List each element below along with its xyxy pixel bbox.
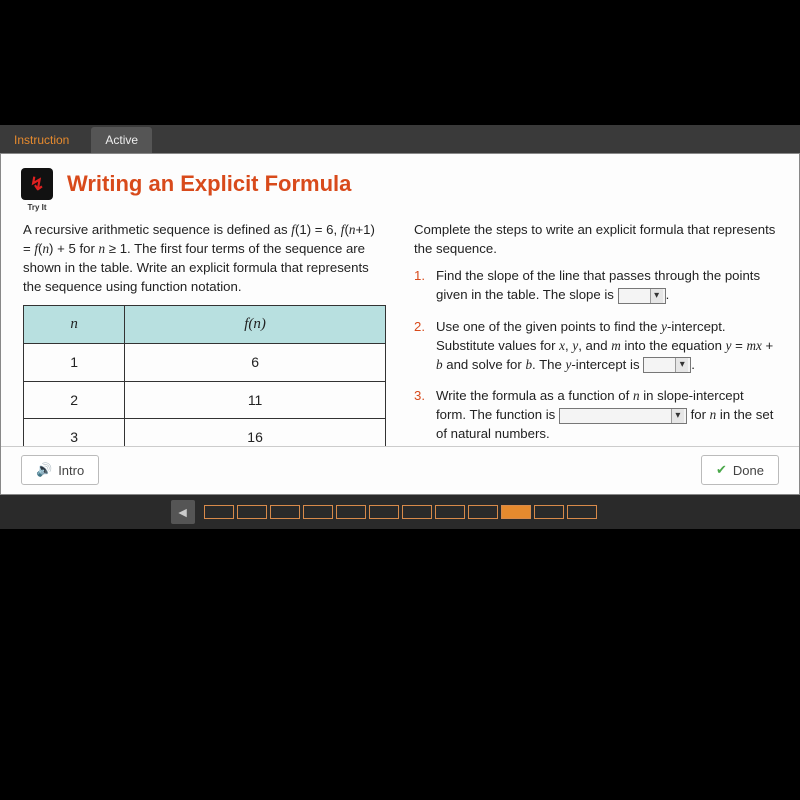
progress-cell[interactable]: [534, 505, 564, 519]
step-item: Use one of the given points to find the …: [414, 317, 777, 374]
tab-active[interactable]: Active: [91, 127, 152, 153]
table-row: 16: [24, 344, 386, 381]
tryit-icon: ↯: [29, 174, 44, 195]
answer-dropdown[interactable]: [618, 288, 666, 304]
progress-cell[interactable]: [501, 505, 531, 519]
prev-arrow[interactable]: ◄: [171, 500, 195, 524]
prompt-text: A recursive arithmetic sequence is defin…: [23, 220, 386, 297]
answer-dropdown[interactable]: [559, 408, 687, 424]
table-row: 211: [24, 381, 386, 418]
top-letterbox: [0, 0, 800, 125]
table-cell: 2: [24, 381, 125, 418]
col-header-n: n: [24, 305, 125, 344]
table-cell: 6: [125, 344, 386, 381]
progress-strip: ◄ ►: [0, 495, 800, 529]
progress-cell[interactable]: [567, 505, 597, 519]
table-cell: 11: [125, 381, 386, 418]
step-item: Find the slope of the line that passes t…: [414, 266, 777, 304]
progress-cell[interactable]: [237, 505, 267, 519]
col-header-fn: f(n): [125, 305, 386, 344]
tab-instruction[interactable]: Instruction: [10, 127, 73, 153]
steps-intro: Complete the steps to write an explicit …: [414, 220, 777, 258]
intro-button-label: Intro: [58, 463, 84, 478]
tryit-badge: ↯ Try It: [21, 168, 53, 200]
lesson-content: ↯ Try It Writing an Explicit Formula A r…: [0, 153, 800, 495]
tryit-label: Try It: [21, 203, 53, 212]
speaker-icon: 🔊: [36, 462, 52, 478]
step-item: Write the formula as a function of n in …: [414, 386, 777, 443]
answer-dropdown[interactable]: [643, 357, 691, 373]
steps-list: Find the slope of the line that passes t…: [414, 266, 777, 443]
progress-cell[interactable]: [369, 505, 399, 519]
progress-cell[interactable]: [336, 505, 366, 519]
table-cell: 1: [24, 344, 125, 381]
progress-cell[interactable]: [204, 505, 234, 519]
footer-bar: 🔊 Intro ✔ Done: [1, 446, 799, 494]
done-button-label: Done: [733, 463, 764, 478]
lesson-title: Writing an Explicit Formula: [67, 171, 351, 197]
progress-cell[interactable]: [468, 505, 498, 519]
done-button[interactable]: ✔ Done: [701, 455, 779, 485]
check-icon: ✔: [716, 462, 727, 478]
intro-button[interactable]: 🔊 Intro: [21, 455, 99, 485]
bottom-letterbox: [0, 529, 800, 800]
lesson-tabbar: Instruction Active: [0, 125, 800, 153]
progress-cells: [204, 505, 597, 519]
progress-cell[interactable]: [402, 505, 432, 519]
progress-cell[interactable]: [270, 505, 300, 519]
progress-cell[interactable]: [435, 505, 465, 519]
title-row: ↯ Try It Writing an Explicit Formula: [1, 154, 799, 206]
progress-cell[interactable]: [303, 505, 333, 519]
